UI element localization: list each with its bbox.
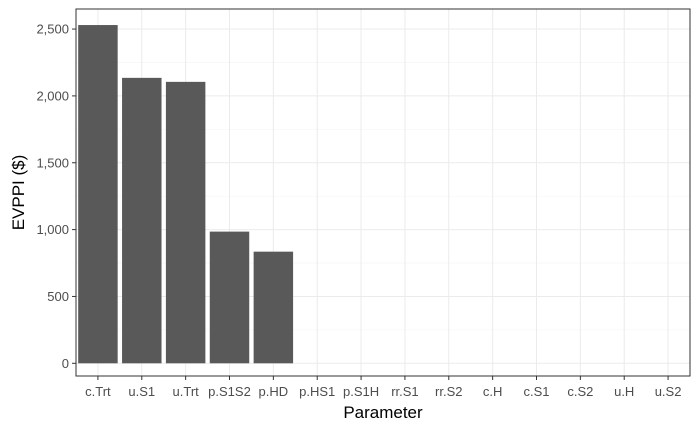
x-tick-label: p.S1S2 (208, 384, 251, 399)
bars (78, 25, 294, 364)
x-axis-title: Parameter (343, 403, 423, 422)
panel-border (75, 8, 691, 377)
bar-u.S1 (122, 77, 162, 364)
x-tick-label: p.HS1 (299, 384, 335, 399)
y-tick-label: 2,000 (36, 88, 69, 103)
x-tick-label: p.S1H (343, 384, 379, 399)
x-axis-ticks: c.Trt u.S1 u.Trt p.S1S2 p.HD p.HS1 p.S1H rr.S1 r… (85, 376, 681, 399)
y-tick-label: 1,000 (36, 222, 69, 237)
x-tick-label: c.H (483, 384, 503, 399)
x-tick-label: rr.S2 (435, 384, 462, 399)
x-tick-label: c.S2 (567, 384, 593, 399)
y-axis-ticks: 0 500 1,000 1,500 2,000 2,500 (36, 22, 76, 371)
x-tick-label: p.HD (259, 384, 289, 399)
bar-p.S1S2 (209, 231, 250, 364)
y-tick-label: 1,500 (36, 155, 69, 170)
x-tick-label: c.S1 (523, 384, 549, 399)
x-tick-label: c.Trt (85, 384, 111, 399)
bar-u.Trt (165, 81, 206, 364)
x-tick-label: rr.S1 (391, 384, 418, 399)
y-tick-label: 2,500 (36, 22, 69, 37)
x-tick-label: u.Trt (173, 384, 200, 399)
x-tick-label: u.H (614, 384, 634, 399)
x-tick-label: u.S2 (655, 384, 682, 399)
y-axis-title: EVPPI ($) (9, 155, 28, 231)
bar-c.Trt (78, 25, 118, 364)
y-tick-label: 500 (47, 289, 69, 304)
y-tick-label: 0 (62, 356, 69, 371)
bar-p.HD (253, 251, 294, 364)
x-tick-label: u.S1 (128, 384, 155, 399)
